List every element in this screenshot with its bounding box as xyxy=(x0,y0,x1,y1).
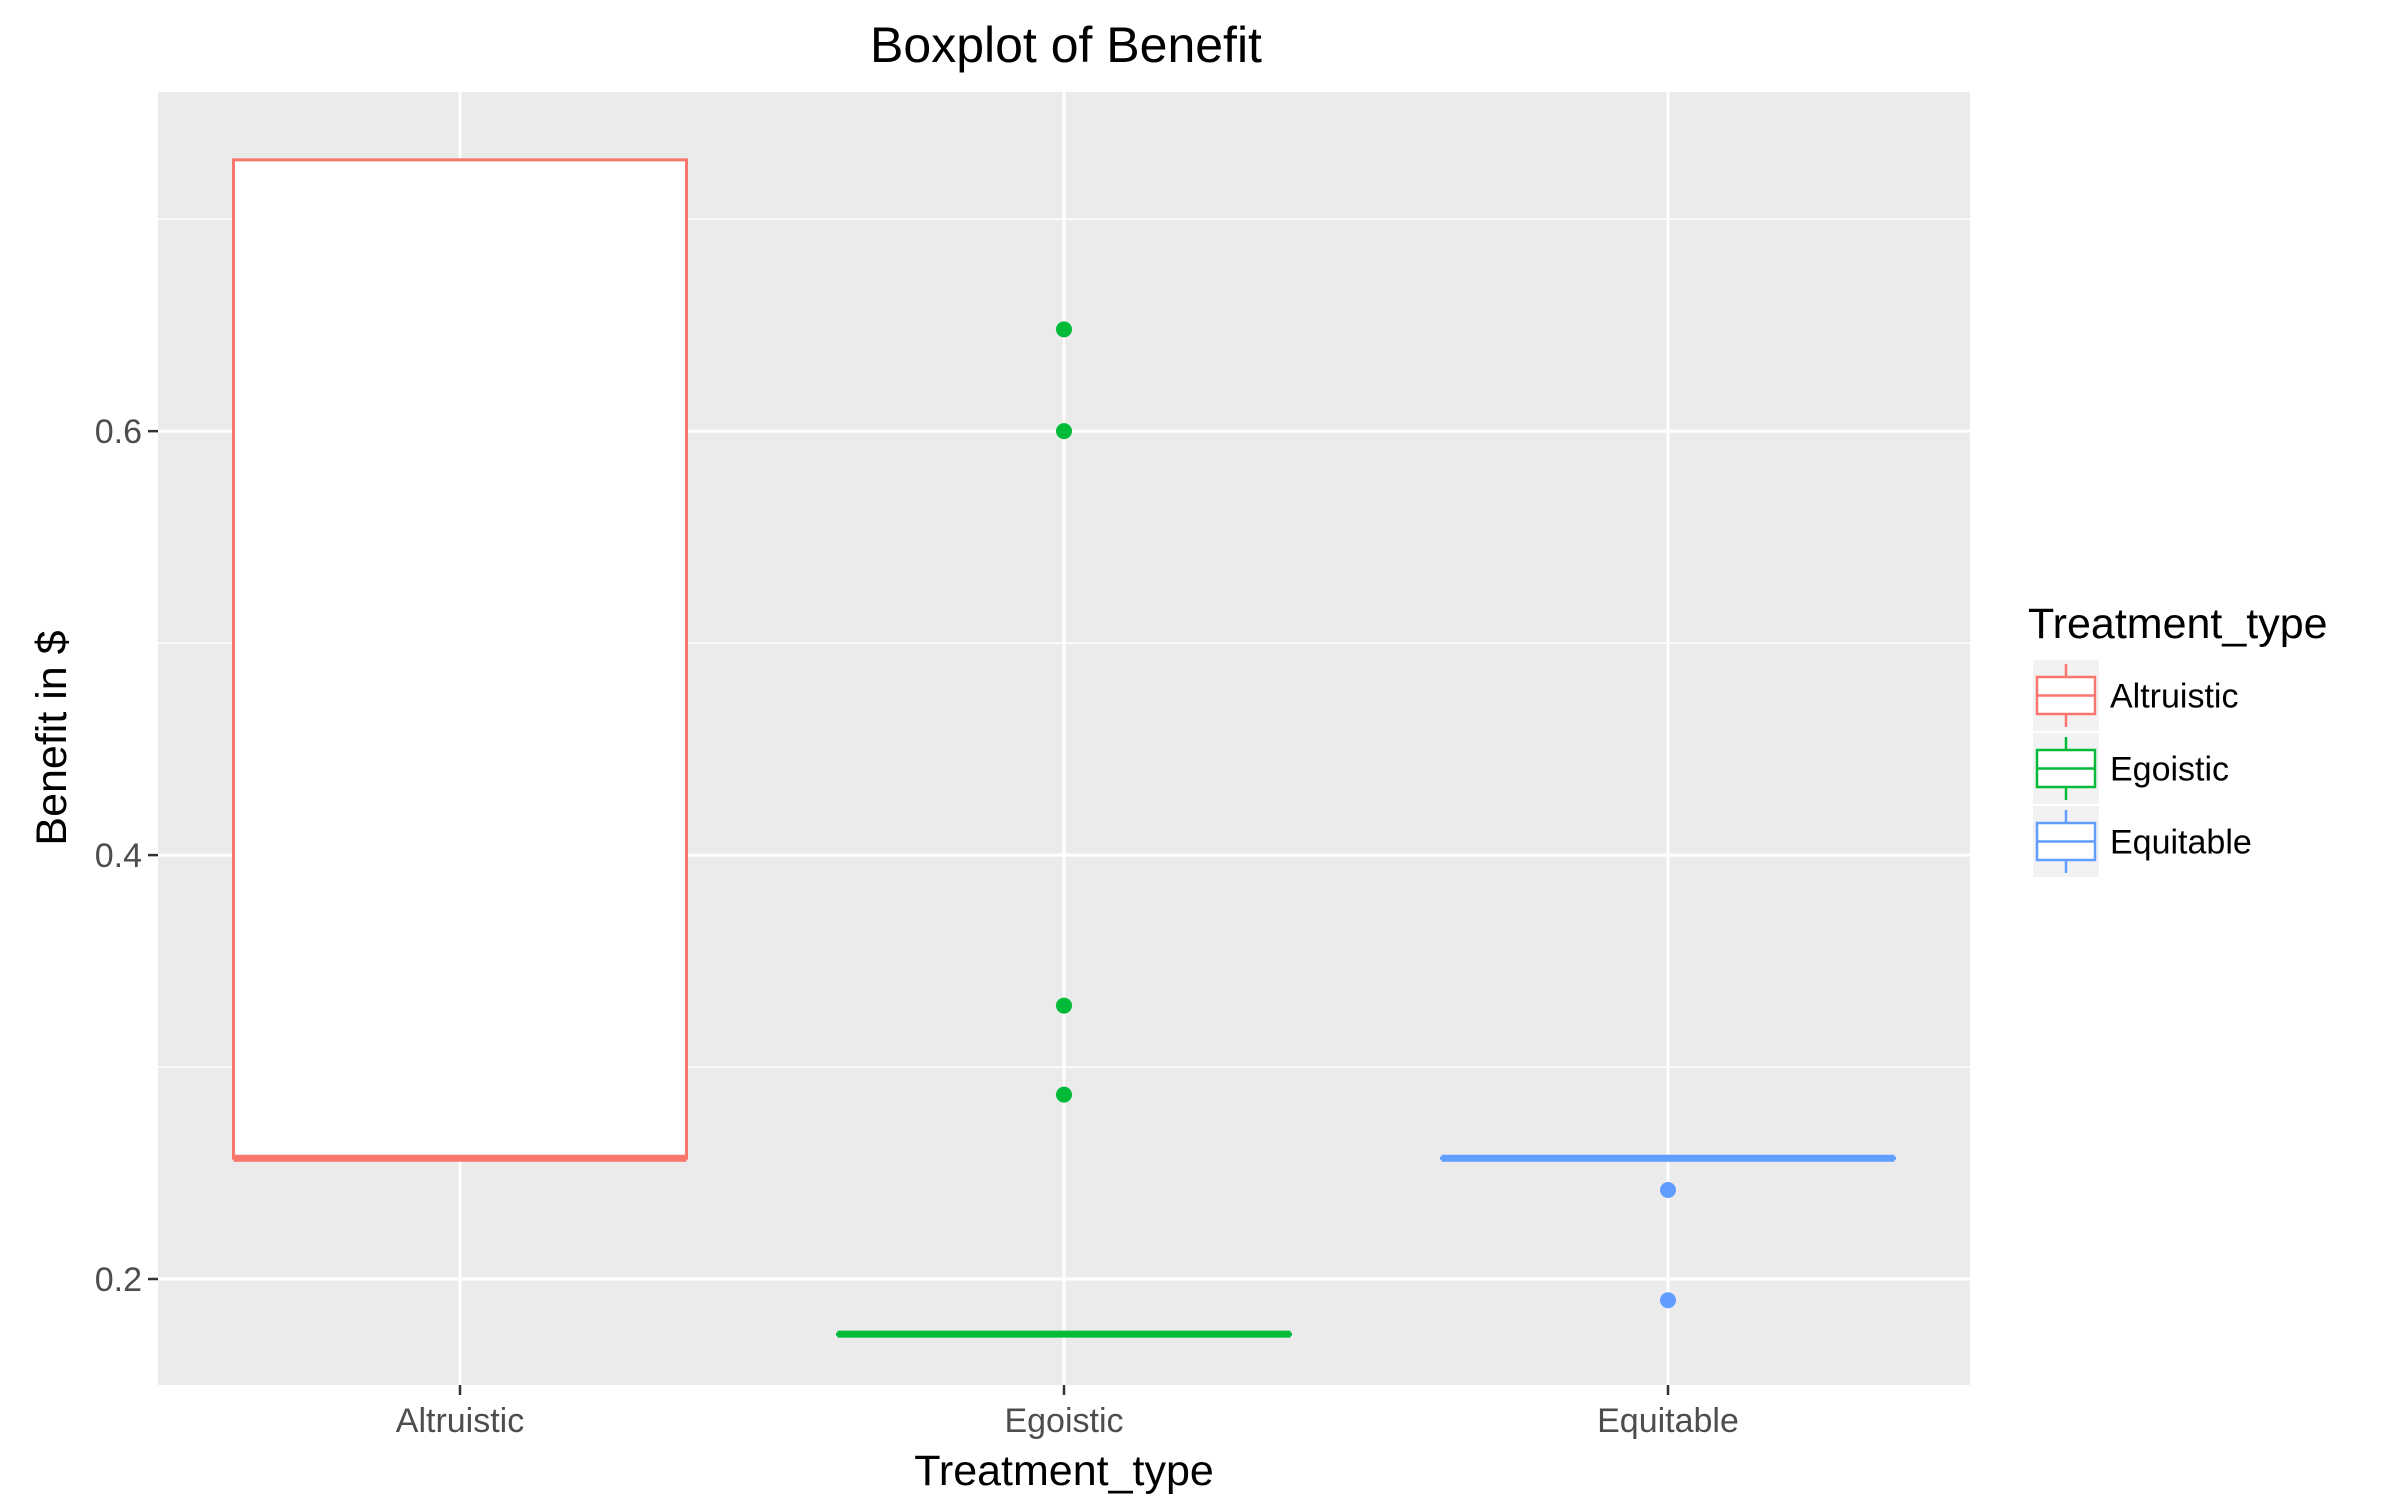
box-equitable xyxy=(1440,1154,1896,1309)
box-egoistic xyxy=(836,321,1292,1338)
legend-entries: Altruistic Egoistic Equitable xyxy=(2033,660,2252,877)
x-axis-title: Treatment_type xyxy=(914,1447,1214,1495)
box-layer xyxy=(232,158,1896,1338)
legend-entry-altruistic: Altruistic xyxy=(2033,660,2238,731)
chart-title: Boxplot of Benefit xyxy=(870,17,1262,73)
x-tick-label-2: Equitable xyxy=(1597,1402,1739,1440)
box-body xyxy=(232,158,688,1160)
legend-entry-equitable: Equitable xyxy=(2033,806,2252,877)
outlier-point-1 xyxy=(1056,423,1072,440)
x-tick-label-0: Altruistic xyxy=(396,1402,524,1440)
legend-label: Egoistic xyxy=(2110,751,2229,789)
y-tick-label-1: 0.4 xyxy=(95,837,142,875)
outlier-point-3 xyxy=(1056,1086,1072,1103)
y-tick-label-0: 0.2 xyxy=(95,1261,142,1299)
legend-label: Equitable xyxy=(2110,824,2252,862)
axis-layer: 0.2 0.4 0.6 Altruistic Egoistic Equitable xyxy=(95,413,1739,1440)
y-axis-title: Benefit in $ xyxy=(28,630,76,845)
x-tick-label-1: Egoistic xyxy=(1004,1402,1123,1440)
outlier-point-1 xyxy=(1660,1292,1676,1309)
y-tick-label-2: 0.6 xyxy=(95,413,142,451)
outlier-point-2 xyxy=(1056,997,1072,1014)
outlier-point-0 xyxy=(1056,321,1072,338)
legend-title: Treatment_type xyxy=(2028,600,2328,648)
legend: Treatment_type Altruistic Egoistic Equitab… xyxy=(2028,600,2328,877)
outlier-point-0 xyxy=(1660,1181,1676,1198)
legend-entry-egoistic: Egoistic xyxy=(2033,733,2229,804)
box-altruistic xyxy=(232,158,688,1162)
legend-label: Altruistic xyxy=(2110,678,2238,716)
